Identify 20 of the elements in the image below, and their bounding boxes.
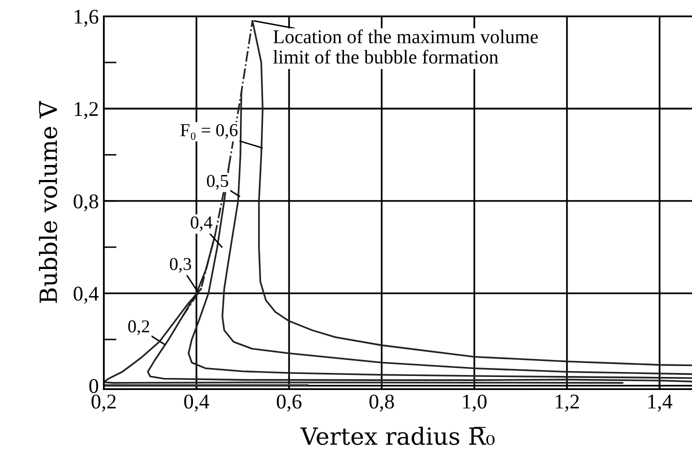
y-tick-label: 1,2 <box>74 102 98 120</box>
x-tick-label: 0,4 <box>184 394 210 412</box>
y-tick-label: 1,6 <box>74 10 98 27</box>
y-tick-label: 0,8 <box>74 194 98 212</box>
y-tick-label: 0 <box>89 379 98 394</box>
annotation: 0,3 <box>170 258 192 273</box>
x-tick-label: 1,0 <box>463 394 487 412</box>
y-axis-title: Bubble volume V̅ <box>38 100 58 303</box>
annotation: 0,4 <box>190 216 212 232</box>
x-tick-label: 1,2 <box>556 394 579 412</box>
annotation: 0,5 <box>206 174 228 190</box>
annotation: 0,2 <box>128 320 150 336</box>
x-tick-label: 0,6 <box>276 394 302 412</box>
x-axis-title: Vertex radius R̅₀ <box>300 426 495 446</box>
x-tick-label: 1,4 <box>648 394 672 412</box>
x-tick-label: 0,2 <box>92 394 116 412</box>
x-tick-label: 0,8 <box>369 394 394 412</box>
annotation: F₀ = 0,6 <box>180 124 238 140</box>
annotation: Location of the maximum volume limit of the bubble formation <box>273 29 538 64</box>
y-tick-label: 0,4 <box>74 286 99 304</box>
